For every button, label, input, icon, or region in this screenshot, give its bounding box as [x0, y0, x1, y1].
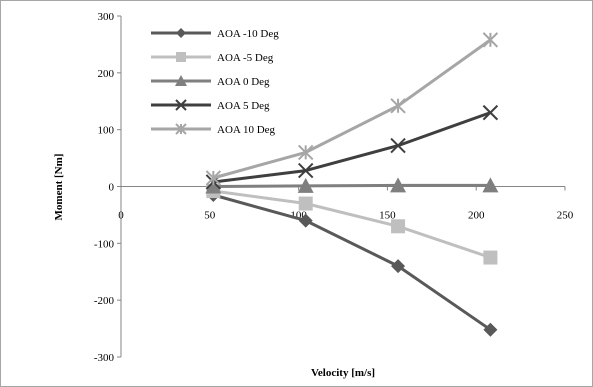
y-tick-label: 0 — [109, 182, 115, 194]
data-point — [391, 219, 406, 234]
data-point — [482, 32, 499, 48]
data-point — [482, 104, 499, 121]
y-tick-label: 100 — [98, 125, 115, 137]
data-point — [482, 177, 499, 193]
legend-marker — [175, 99, 187, 111]
legend-marker — [175, 75, 187, 86]
legend-label: AOA 5 Deg — [217, 100, 270, 112]
x-tick-label: 250 — [557, 210, 574, 222]
y-axis-title: Moment [Nm] — [53, 154, 65, 221]
x-tick-label: 200 — [468, 210, 485, 222]
series-line — [213, 183, 491, 188]
legend-label: AOA 0 Deg — [217, 76, 270, 88]
x-tick-label: 50 — [204, 210, 216, 222]
legend-marker — [175, 123, 187, 135]
x-axis-title: Velocity [m/s] — [311, 367, 375, 379]
data-point — [297, 177, 314, 193]
legend-marker — [176, 28, 186, 38]
data-point — [391, 259, 406, 274]
data-point — [297, 144, 314, 161]
series-line — [212, 38, 492, 180]
data-point — [298, 213, 313, 228]
legend-label: AOA 10 Deg — [217, 124, 276, 136]
legend: AOA -10 Deg AOA -5 Deg AOA 0 Deg AOA 5 Deg A… — [151, 28, 279, 136]
data-point — [483, 322, 498, 337]
series-line — [213, 111, 491, 184]
legend-label: AOA -5 Deg — [217, 52, 274, 64]
legend-marker — [176, 52, 186, 62]
legend-label: AOA -10 Deg — [217, 28, 279, 40]
series-line — [212, 193, 492, 331]
y-tick-label: 200 — [98, 68, 115, 80]
x-tick-label: 0 — [118, 210, 124, 222]
x-tick-label: 150 — [379, 210, 396, 222]
data-point — [297, 162, 314, 179]
series-layer — [205, 32, 499, 337]
y-tick-label: -100 — [94, 238, 115, 250]
y-tick-label: -300 — [94, 352, 115, 364]
y-tick-label: 300 — [98, 11, 115, 23]
data-point — [205, 178, 222, 194]
data-point — [390, 98, 406, 114]
data-point — [483, 250, 498, 265]
data-point — [390, 177, 407, 193]
series-line — [213, 189, 491, 259]
data-point — [298, 196, 313, 211]
data-point — [390, 137, 406, 154]
y-tick-label: -200 — [94, 295, 115, 307]
data-point — [205, 170, 222, 186]
